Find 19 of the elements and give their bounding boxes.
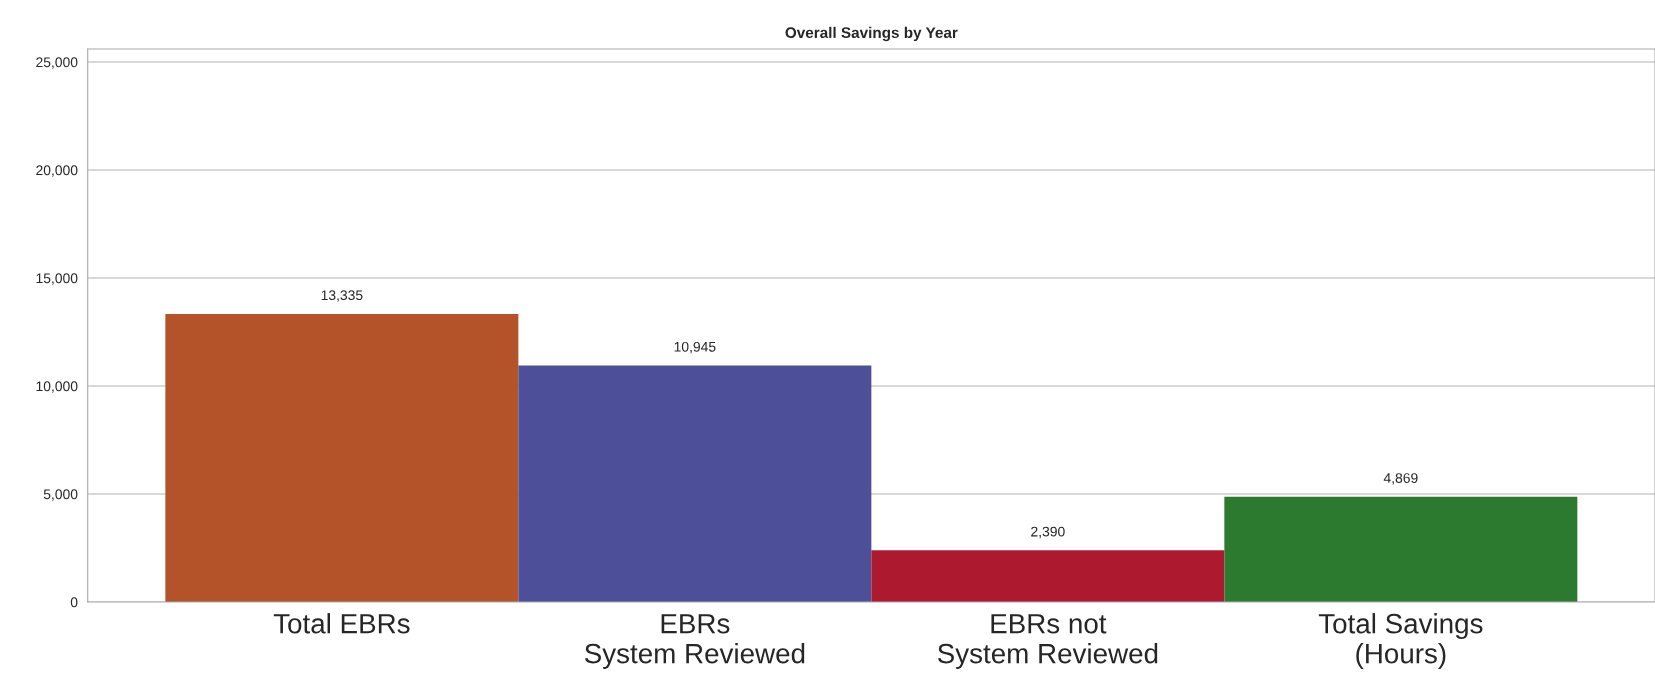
- bar: [165, 313, 519, 602]
- data-label: 10,945: [674, 341, 716, 354]
- chart-title: Overall Savings by Year: [785, 26, 958, 42]
- data-label: 13,335: [321, 290, 363, 302]
- y-tick-label: 25,000: [36, 57, 78, 69]
- y-tick-label: 15,000: [36, 273, 78, 285]
- x-tick-label: EBRs System Reviewed: [584, 614, 805, 669]
- data-label: 2,390: [1031, 526, 1065, 539]
- x-tick-label: EBRs not System Reviewed: [937, 614, 1158, 669]
- y-tick-label: 20,000: [36, 165, 78, 177]
- x-tick-label: Total Savings (Hours): [1318, 613, 1483, 669]
- y-tick-label: 10,000: [36, 381, 78, 393]
- data-label: 4,869: [1383, 473, 1418, 485]
- x-tick-label: Total EBRs: [273, 613, 410, 634]
- bar: [1224, 496, 1578, 602]
- bar: [518, 365, 872, 602]
- y-tick-label: 5,000: [43, 489, 78, 501]
- y-tick-label: 0: [70, 597, 78, 608]
- bar: [871, 550, 1225, 602]
